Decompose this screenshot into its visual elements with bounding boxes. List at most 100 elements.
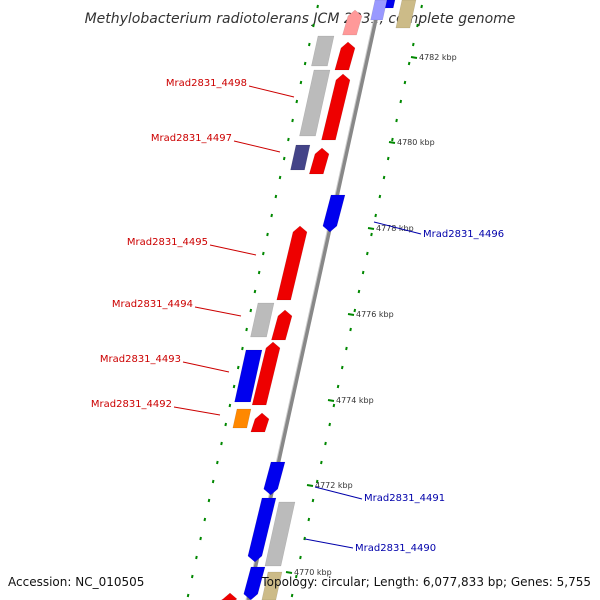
- gene-label[interactable]: Mrad2831_4492: [91, 399, 172, 410]
- tick-dot: [195, 555, 198, 560]
- tick-dot: [245, 327, 248, 332]
- gene-label[interactable]: Mrad2831_4498: [166, 78, 247, 89]
- kbp-tick-label: 4772 kbp: [315, 481, 353, 490]
- gene-arrow: [221, 592, 238, 600]
- gene-leader-line: [248, 85, 295, 98]
- gene-arrow: [271, 309, 293, 341]
- kbp-tick: [388, 141, 396, 144]
- tick-dot: [241, 346, 244, 351]
- gene-arrow: [250, 412, 270, 433]
- tick-dot: [190, 574, 194, 579]
- tick-dot: [249, 308, 253, 313]
- tick-dot: [291, 118, 294, 123]
- accession-text: Accession: NC_010505: [8, 575, 144, 589]
- tick-dot: [228, 403, 232, 408]
- tick-dot: [315, 479, 319, 484]
- gene-box: [232, 408, 252, 429]
- tick-dot: [287, 137, 290, 142]
- kbp-tick-label: 4780 kbp: [397, 138, 435, 147]
- gene-label[interactable]: Mrad2831_4497: [151, 133, 232, 144]
- gene-box: [234, 349, 263, 403]
- tick-dot: [203, 517, 207, 522]
- gene-box: [299, 69, 331, 137]
- kbp-tick-label: 4778 kbp: [376, 224, 414, 233]
- tick-dot: [320, 460, 323, 465]
- gene-label[interactable]: Mrad2831_4494: [112, 299, 193, 310]
- kbp-tick: [306, 484, 314, 487]
- tick-dot: [220, 441, 223, 446]
- gene-box: [250, 302, 275, 338]
- tick-dot: [290, 593, 294, 598]
- kbp-tick: [327, 399, 335, 402]
- gene-arrow: [263, 461, 286, 496]
- gene-box: [261, 571, 283, 600]
- tick-dot: [257, 270, 261, 275]
- gene-box: [311, 35, 335, 67]
- gene-leader-line: [209, 244, 257, 256]
- tick-dot: [332, 403, 336, 408]
- gene-label[interactable]: Mrad2831_4496: [423, 229, 504, 240]
- gene-label[interactable]: Mrad2831_4490: [355, 543, 436, 554]
- tick-dot: [278, 175, 282, 180]
- tick-dot: [420, 4, 423, 9]
- gene-leader-line: [314, 486, 363, 500]
- tick-dot: [361, 270, 365, 275]
- gene-leader-line: [373, 221, 422, 235]
- tick-dot: [294, 574, 298, 579]
- tick-dot: [345, 346, 348, 351]
- tick-dot: [403, 80, 407, 85]
- tick-dot: [308, 42, 311, 47]
- tick-dot: [416, 23, 419, 28]
- tick-dot: [328, 422, 332, 427]
- tick-dot: [270, 213, 273, 218]
- gene-box: [264, 501, 296, 567]
- gene-leader-line: [182, 361, 230, 373]
- gene-arrow: [321, 73, 351, 141]
- tick-dot: [232, 384, 236, 389]
- gene-label[interactable]: Mrad2831_4495: [127, 237, 208, 248]
- gene-label[interactable]: Mrad2831_4491: [364, 493, 445, 504]
- genome-title: Methylobacterium radiotolerans JCM 2831,…: [85, 11, 516, 27]
- tick-dot: [224, 422, 228, 427]
- tick-dot: [199, 536, 202, 541]
- tick-ring-inner: [290, 4, 423, 598]
- gene-box: [290, 144, 311, 171]
- tick-dot: [382, 175, 386, 180]
- tick-dot: [395, 118, 398, 123]
- gene-label-layer: Mrad2831_4498 Mrad2831_4497 Mrad2831_4495 M…: [91, 78, 504, 554]
- kbp-tick-label: 4770 kbp: [294, 568, 332, 577]
- tick-dot: [282, 156, 286, 161]
- tick-dot: [366, 251, 369, 256]
- tick-dot: [316, 4, 319, 9]
- tick-dot: [299, 555, 302, 560]
- tick-dot: [299, 80, 303, 85]
- tick-dot: [211, 479, 215, 484]
- gene-leader-line: [173, 406, 221, 416]
- gene-arrow: [251, 341, 281, 406]
- gene-arrow: [342, 9, 363, 36]
- gene-box: [370, 0, 388, 21]
- kbp-tick: [410, 56, 418, 59]
- tick-dot: [374, 213, 377, 218]
- gene-arrow: [322, 194, 346, 233]
- tick-dot: [378, 194, 382, 199]
- tick-dot: [370, 232, 373, 237]
- tick-dot: [336, 384, 340, 389]
- tick-dot: [307, 517, 311, 522]
- tick-dot: [207, 498, 211, 503]
- gene-arrow: [276, 225, 308, 301]
- gene-leader-line: [304, 538, 354, 549]
- tick-dot: [303, 536, 306, 541]
- gene-features: [221, 0, 417, 600]
- tick-dot: [399, 99, 403, 104]
- tick-dot: [266, 232, 269, 237]
- tick-dot: [262, 251, 265, 256]
- tick-dot: [186, 593, 190, 598]
- kbp-tick-marks: 4782 kbp 4780 kbp 4778 kbp 4776 kbp 4774 kbp…: [285, 53, 457, 577]
- tick-dot: [324, 441, 327, 446]
- kbp-tick-label: 4782 kbp: [419, 53, 457, 62]
- gene-label[interactable]: Mrad2831_4493: [100, 354, 181, 365]
- tick-dot: [303, 61, 307, 66]
- tick-dot: [312, 23, 315, 28]
